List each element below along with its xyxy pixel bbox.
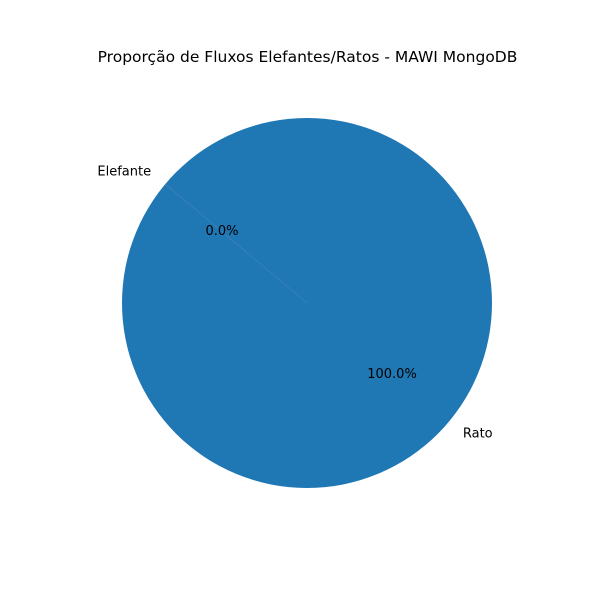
slice-label-elefante: Elefante — [97, 165, 151, 180]
slice-pct-elefante: 0.0% — [205, 224, 238, 239]
pie-labels: Elefante 0.0% Rato 100.0% — [97, 165, 492, 442]
slice-label-rato: Rato — [463, 426, 493, 441]
pie-slices — [122, 118, 492, 488]
slice-edge-rato — [165, 183, 308, 304]
slice-pct-rato: 100.0% — [367, 367, 417, 382]
chart-title: Proporção de Fluxos Elefantes/Ratos - MA… — [97, 48, 518, 66]
